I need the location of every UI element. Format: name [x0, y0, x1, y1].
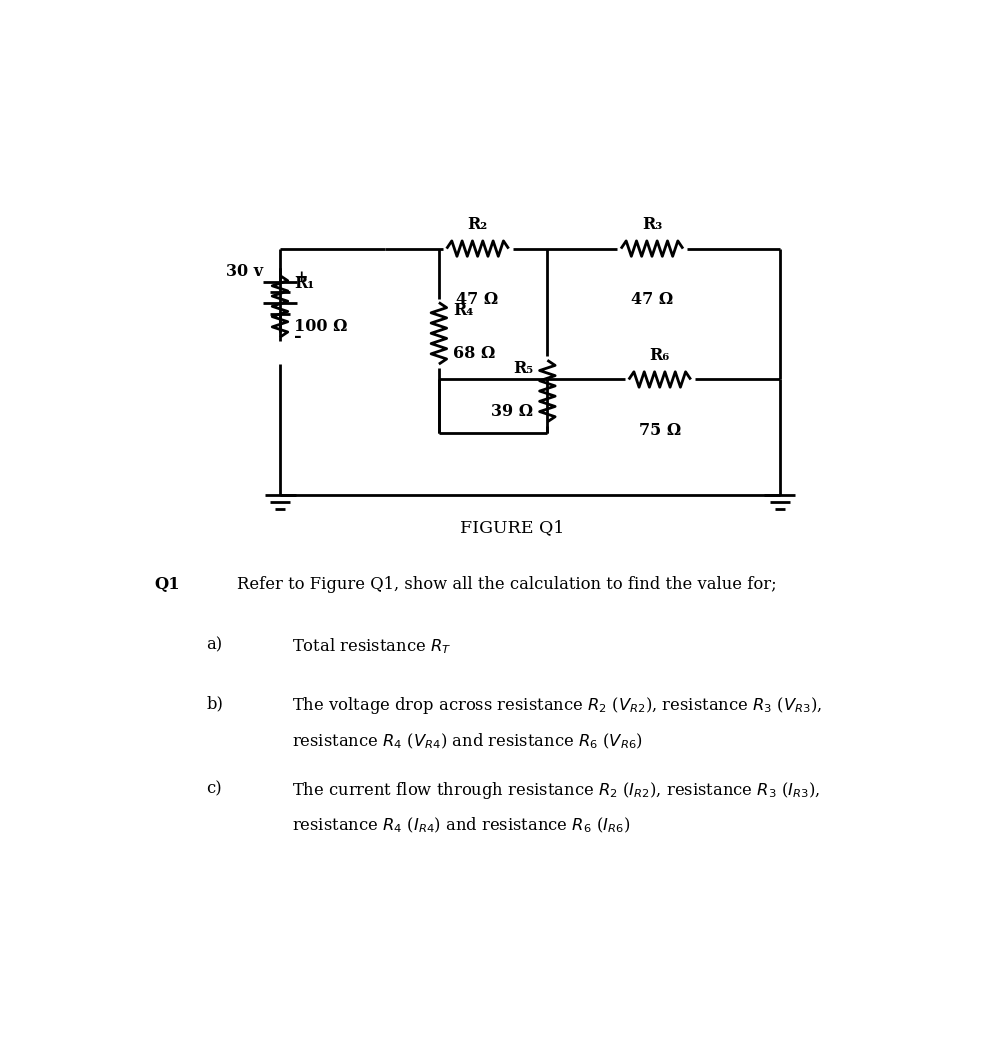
Text: Total resistance $R_T$: Total resistance $R_T$: [292, 636, 451, 655]
Text: R₃: R₃: [642, 216, 662, 233]
Text: 68 Ω: 68 Ω: [453, 345, 495, 362]
Text: +: +: [294, 270, 307, 286]
Text: a): a): [206, 636, 222, 653]
Text: R₅: R₅: [513, 361, 533, 377]
Text: Q1: Q1: [154, 576, 180, 593]
Text: 100 Ω: 100 Ω: [294, 318, 347, 334]
Text: 47 Ω: 47 Ω: [456, 291, 499, 308]
Text: b): b): [206, 695, 223, 713]
Text: c): c): [206, 780, 222, 797]
Text: The current flow through resistance $R_2$ ($I_{R2}$), resistance $R_3$ ($I_{R3}$: The current flow through resistance $R_2…: [292, 780, 820, 800]
Text: R₄: R₄: [453, 302, 473, 320]
Text: The voltage drop across resistance $R_2$ ($V_{R2}$), resistance $R_3$ ($V_{R3}$): The voltage drop across resistance $R_2$…: [292, 695, 822, 716]
Text: 47 Ω: 47 Ω: [631, 291, 673, 308]
Text: -: -: [294, 328, 302, 346]
Text: R₂: R₂: [468, 216, 488, 233]
Text: 75 Ω: 75 Ω: [639, 422, 681, 439]
Text: FIGURE Q1: FIGURE Q1: [460, 519, 565, 537]
Text: Refer to Figure Q1, show all the calculation to find the value for;: Refer to Figure Q1, show all the calcula…: [237, 576, 777, 593]
Text: 39 Ω: 39 Ω: [491, 402, 533, 420]
Text: resistance $R_4$ ($V_{R4}$) and resistance $R_6$ ($V_{R6}$): resistance $R_4$ ($V_{R4}$) and resistan…: [292, 732, 643, 750]
Text: R₆: R₆: [650, 347, 670, 364]
Text: 30 v: 30 v: [226, 263, 263, 280]
Text: resistance $R_4$ ($I_{R4}$) and resistance $R_6$ ($I_{R6}$): resistance $R_4$ ($I_{R4}$) and resistan…: [292, 816, 630, 836]
Text: R₁: R₁: [294, 276, 314, 293]
